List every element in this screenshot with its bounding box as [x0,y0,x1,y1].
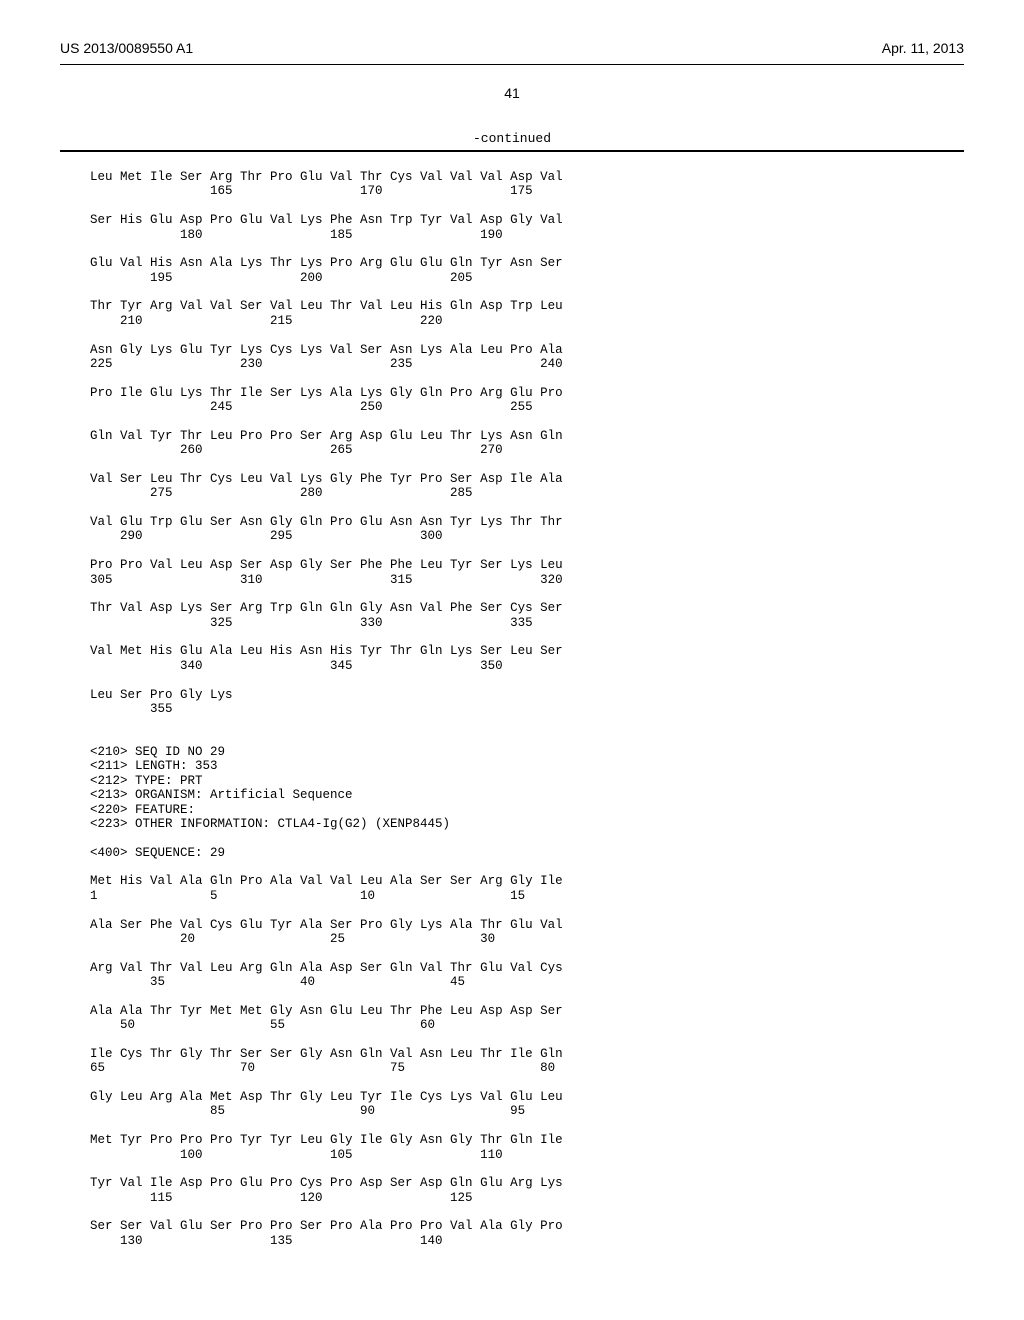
section-rule [60,150,964,152]
pub-date: Apr. 11, 2013 [882,40,964,56]
page-number: 41 [60,85,964,101]
sequence-listing: Leu Met Ile Ser Arg Thr Pro Glu Val Thr … [90,170,964,1248]
pub-number: US 2013/0089550 A1 [60,40,193,56]
header-rule [60,64,964,65]
running-header: US 2013/0089550 A1 Apr. 11, 2013 [60,40,964,56]
page-container: US 2013/0089550 A1 Apr. 11, 2013 41 -con… [0,0,1024,1288]
continued-label: -continued [60,131,964,146]
